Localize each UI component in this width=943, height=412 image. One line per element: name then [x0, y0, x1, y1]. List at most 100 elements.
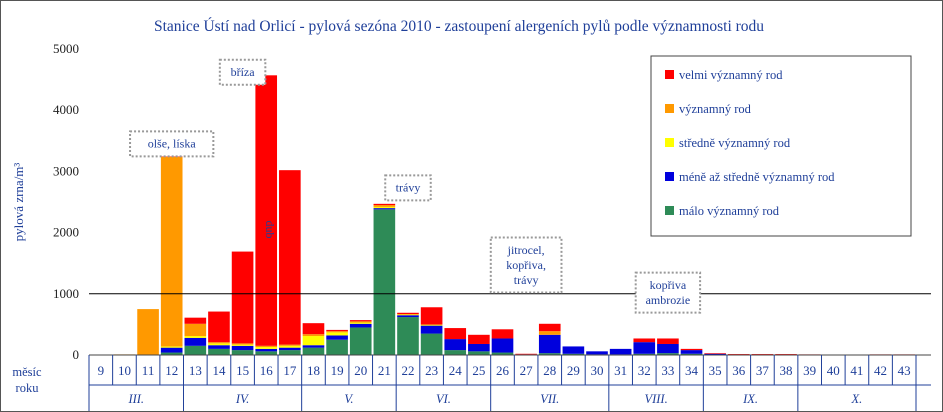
bar-segment [491, 352, 514, 355]
bar-segment [420, 325, 443, 326]
legend-swatch [665, 104, 674, 113]
month-label: VII. [540, 392, 559, 406]
week-label: 38 [780, 363, 793, 378]
bar-segment [397, 315, 419, 318]
annotation-text: kopřiva, [506, 258, 546, 272]
bar-segment [515, 353, 537, 355]
bar-segment [349, 327, 372, 355]
annotation-text: olše, líska [148, 137, 197, 151]
bar-segment [373, 209, 396, 355]
week-label: 18 [307, 363, 320, 378]
bar-segment [373, 208, 396, 210]
annotation-box [129, 130, 215, 158]
bar-segment [373, 205, 396, 207]
annotation-text: bříza [231, 65, 256, 79]
annotation-box [218, 58, 267, 86]
bar-segment [255, 351, 278, 355]
row-label-week: měsíc [12, 365, 42, 379]
month-label: VI. [436, 392, 451, 406]
bar-segment [302, 347, 325, 355]
y-tick-label: 0 [73, 347, 80, 362]
bar-segment [704, 353, 726, 355]
week-label: 34 [685, 363, 699, 378]
bar-segment [231, 344, 254, 346]
bar-segment [279, 347, 301, 351]
bar-segment [208, 345, 230, 349]
week-label: 31 [614, 363, 627, 378]
bar-segment [491, 329, 514, 339]
bar-segment [160, 156, 183, 347]
bar-segment [562, 346, 585, 354]
week-label: 35 [709, 363, 722, 378]
bar-segment [302, 323, 325, 335]
bar-segment [444, 328, 467, 340]
week-label: 14 [212, 363, 226, 378]
week-label: 15 [236, 363, 249, 378]
bar-segment [373, 206, 396, 209]
bar-segment [680, 348, 703, 351]
bar-segment [184, 323, 207, 337]
bar-segment [397, 313, 419, 315]
bar-segment [349, 323, 372, 328]
week-label: 16 [260, 363, 274, 378]
annotation-text: kopřiva [650, 278, 687, 292]
bar-segment [255, 348, 278, 352]
legend-swatch [665, 206, 674, 215]
week-label: 36 [732, 363, 746, 378]
bar-segment [231, 345, 254, 351]
week-label: 30 [591, 363, 604, 378]
annotation-text: jitrocel, [507, 243, 545, 257]
y-tick-label: 2000 [53, 225, 79, 240]
bar-segment [657, 353, 679, 355]
week-label: 27 [520, 363, 534, 378]
bar-segment [231, 350, 254, 355]
week-label: 17 [283, 363, 297, 378]
bar-segment [208, 343, 230, 346]
bar-segment [231, 343, 254, 345]
bar-segment [444, 339, 467, 351]
bar-segment [468, 343, 490, 352]
y-axis-label: pylová zrna/m³ [11, 163, 26, 242]
bar-segment [633, 342, 656, 354]
bar-segment [420, 325, 443, 334]
bar-segment [633, 353, 656, 355]
bar-segment [538, 323, 561, 332]
legend-swatch [665, 138, 674, 147]
week-label: 19 [331, 363, 344, 378]
bar-segment [397, 317, 419, 355]
bar-segment [468, 334, 490, 344]
legend-swatch [665, 70, 674, 79]
month-label: V. [344, 392, 353, 406]
bar-segment [491, 338, 514, 353]
bar-segment [468, 351, 490, 355]
bar-segment [255, 345, 278, 348]
annotation-box [384, 174, 432, 202]
week-label: 32 [638, 363, 651, 378]
week-label: 21 [378, 363, 391, 378]
annotation-box [489, 236, 563, 294]
legend-swatch [665, 172, 674, 181]
week-label: 43 [898, 363, 911, 378]
legend: velmi významný rod významný rod středně vý… [650, 55, 912, 237]
y-tick-label: 3000 [53, 163, 79, 178]
bar-segment [538, 353, 561, 355]
bar-segment [420, 307, 443, 325]
bar-segment [326, 339, 348, 355]
legend-label: významný rod [679, 102, 752, 116]
reference-line-group [89, 293, 931, 356]
bar-segment [279, 345, 301, 348]
bar-segment [349, 322, 372, 324]
month-label: III. [127, 392, 144, 406]
bar-segment [208, 311, 230, 343]
legend-box [650, 55, 912, 237]
week-label: 26 [496, 363, 510, 378]
week-label: 33 [661, 363, 674, 378]
week-label: 9 [98, 363, 105, 378]
bar-segment [657, 338, 679, 344]
bar-segment [349, 321, 372, 323]
bar-segment [373, 203, 396, 206]
bar-segment [208, 348, 230, 355]
week-label: 20 [354, 363, 367, 378]
bar-segment [279, 344, 301, 346]
